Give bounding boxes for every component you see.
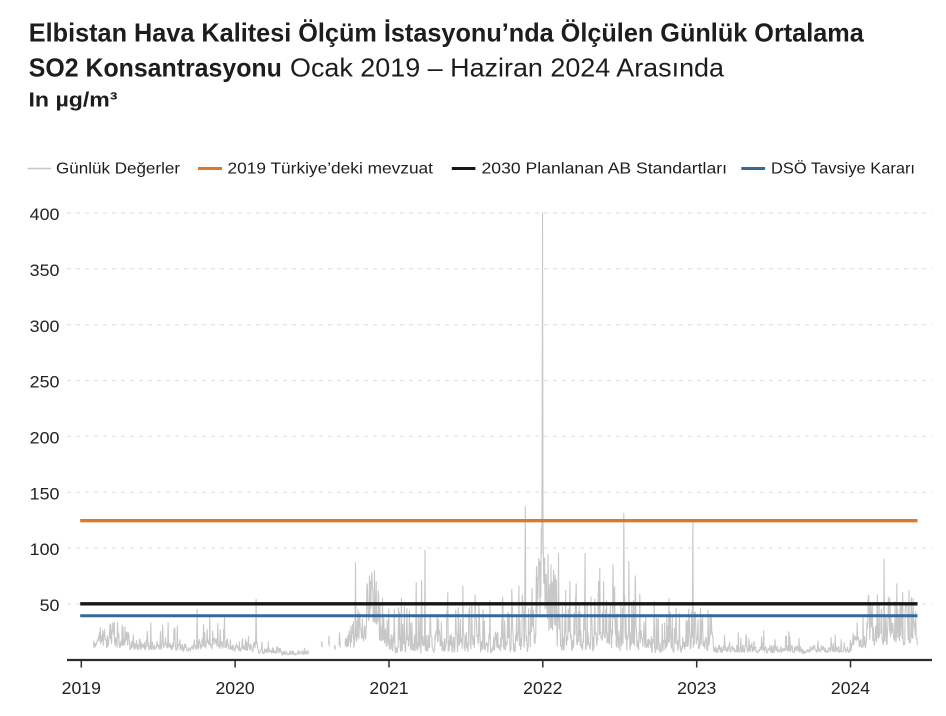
svg-text:350: 350: [30, 262, 60, 280]
svg-text:2022: 2022: [523, 678, 562, 698]
svg-text:2023: 2023: [677, 678, 716, 698]
svg-text:400: 400: [30, 206, 60, 224]
svg-text:SO2 Konsantrasyonu: SO2 Konsantrasyonu: [29, 53, 282, 83]
svg-text:In µg/m³: In µg/m³: [29, 90, 118, 112]
svg-text:Günlük Değerler: Günlük Değerler: [56, 161, 181, 178]
svg-text:2030 Planlanan AB Standartları: 2030 Planlanan AB Standartları: [482, 161, 728, 178]
svg-text:2021: 2021: [369, 678, 408, 698]
svg-text:300: 300: [30, 318, 60, 336]
svg-text:Ocak 2019 – Haziran 2024 Arası: Ocak 2019 – Haziran 2024 Arasında: [290, 53, 725, 83]
svg-text:2020: 2020: [216, 678, 255, 698]
svg-text:100: 100: [30, 541, 60, 559]
svg-text:DSÖ Tavsiye Kararı: DSÖ Tavsiye Kararı: [771, 160, 915, 178]
svg-text:150: 150: [30, 485, 60, 503]
svg-text:2019: 2019: [62, 678, 101, 698]
svg-text:250: 250: [30, 374, 60, 392]
svg-text:50: 50: [40, 597, 60, 615]
svg-text:2024: 2024: [831, 678, 870, 698]
svg-text:200: 200: [30, 429, 60, 447]
svg-text:2019 Türkiye’deki mevzuat: 2019 Türkiye’deki mevzuat: [228, 161, 434, 178]
svg-text:Elbistan Hava Kalitesi Ölçüm İ: Elbistan Hava Kalitesi Ölçüm İstasyonu’n…: [29, 18, 865, 48]
